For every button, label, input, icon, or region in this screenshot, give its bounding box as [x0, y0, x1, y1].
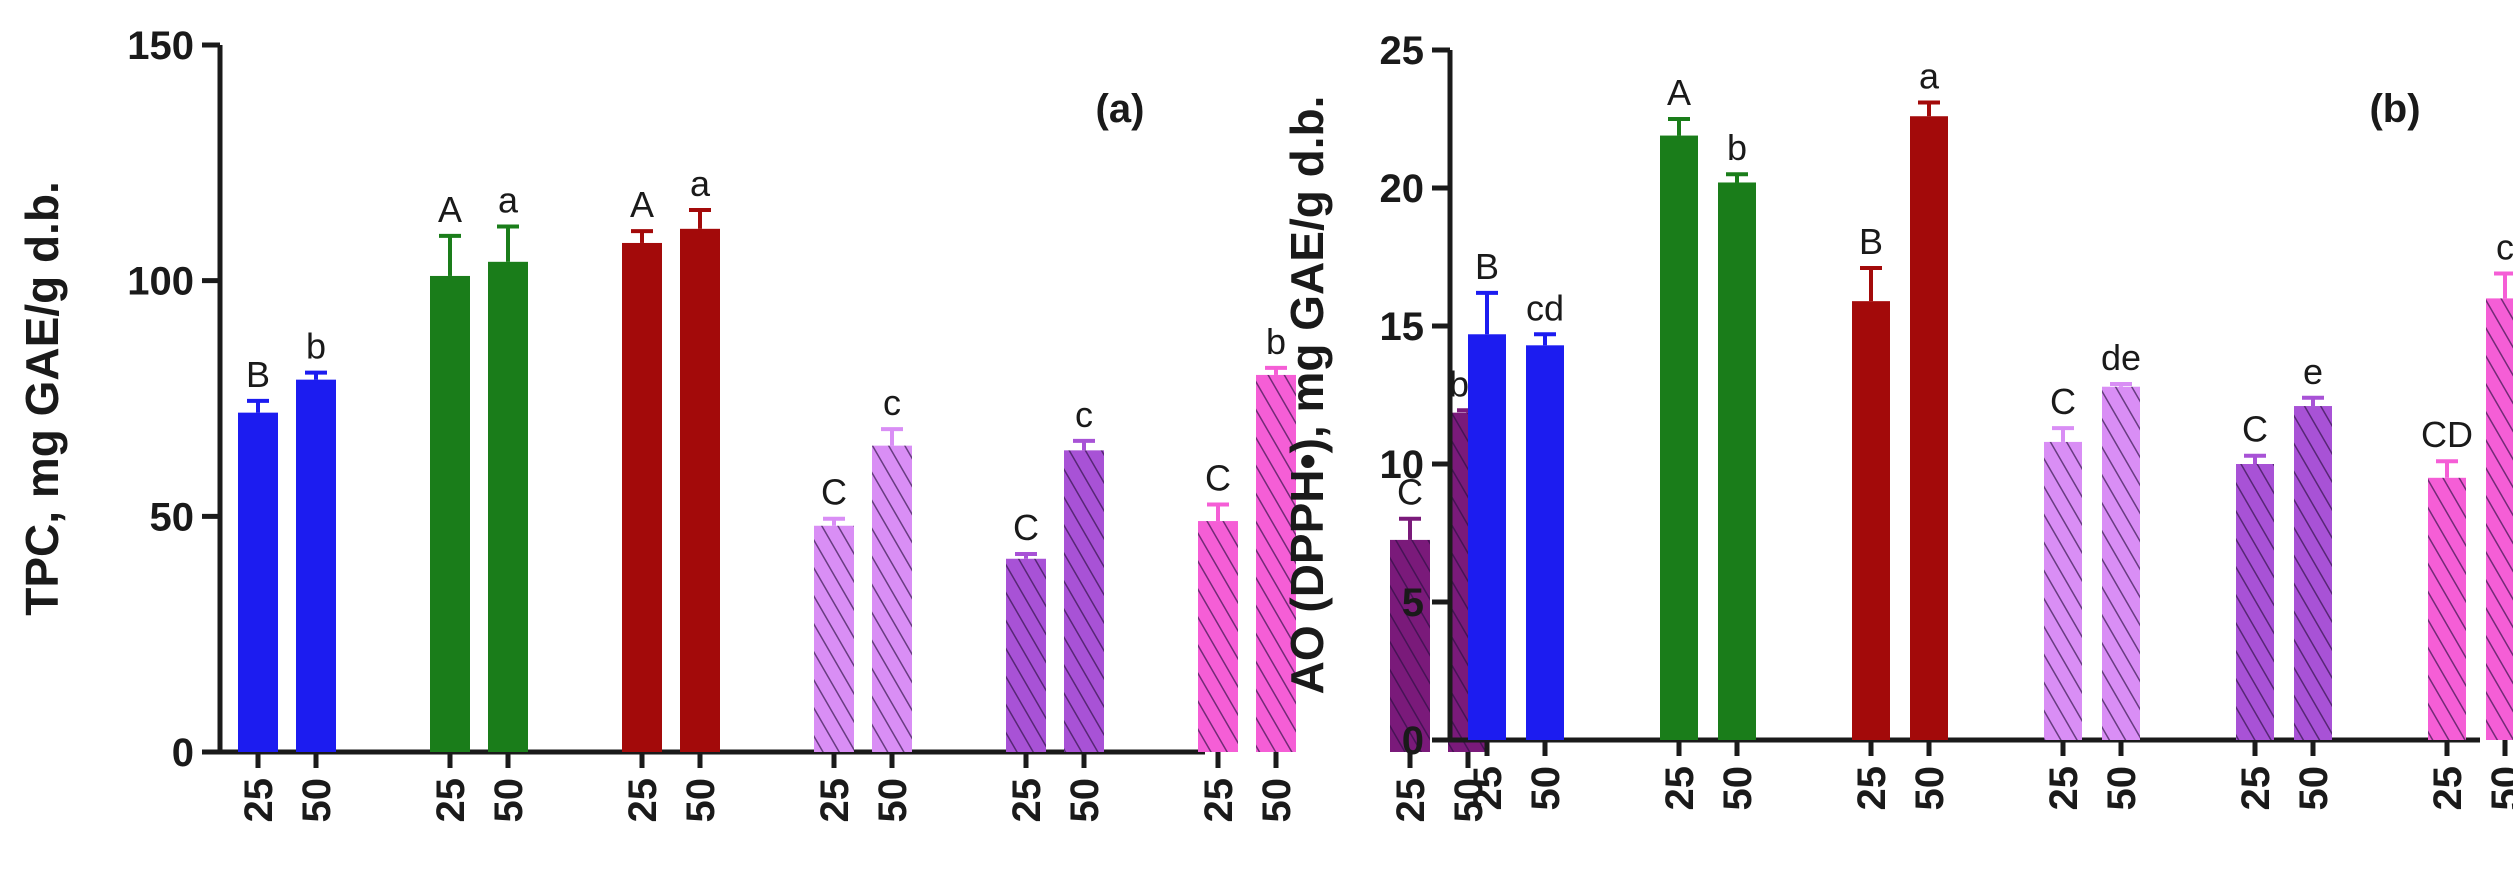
x-tick-label: 25	[237, 778, 281, 823]
bar	[2236, 464, 2274, 740]
x-tick-label: 25	[2042, 766, 2086, 811]
x-tick-label: 25	[1005, 778, 1049, 823]
significance-letter: c	[883, 382, 901, 423]
bar	[1064, 450, 1104, 752]
significance-letter: C	[1397, 472, 1423, 513]
bar	[1390, 539, 1430, 752]
x-tick-label: 25	[1197, 778, 1241, 823]
bar	[1910, 116, 1948, 741]
y-tick-label: 150	[127, 24, 194, 68]
bar	[2428, 477, 2466, 740]
panel-label: (a)	[1096, 87, 1145, 131]
y-tick-label: 10	[1380, 443, 1425, 487]
x-tick-label: 25	[2426, 766, 2470, 811]
bar	[1256, 374, 1296, 752]
x-tick-label: 25	[1850, 766, 1894, 811]
significance-letter: B	[1475, 246, 1499, 287]
bar	[814, 525, 854, 752]
bar	[1718, 182, 1756, 741]
bar	[238, 412, 278, 752]
bar	[1006, 558, 1046, 752]
significance-letter: c	[2496, 227, 2513, 268]
significance-letter: a	[498, 179, 519, 220]
x-tick-label: 25	[429, 778, 473, 823]
bar	[872, 445, 912, 752]
significance-letter: B	[246, 354, 270, 395]
significance-letter: cd	[1526, 287, 1564, 328]
y-tick-label: 20	[1380, 167, 1425, 211]
x-tick-label: 25	[1389, 778, 1433, 823]
x-tick-label: 50	[487, 778, 531, 823]
y-tick-label: 0	[1402, 719, 1424, 763]
significance-letter: b	[1727, 127, 1747, 168]
significance-letter: CD	[2421, 414, 2473, 455]
chart-panel-b: 0 5 10 15 20 25 AO (DPPH•), mg GAE/g d.b. (b) B 2…	[1281, 29, 2513, 811]
x-tick-label: 50	[1716, 766, 1760, 811]
significance-letter: A	[438, 189, 462, 230]
x-tick-label: 25	[2234, 766, 2278, 811]
bar	[430, 275, 470, 752]
significance-letter: C	[2242, 409, 2268, 450]
significance-letter: c	[1075, 394, 1093, 435]
y-tick-label: 100	[127, 260, 194, 304]
significance-letter: e	[2303, 351, 2323, 392]
y-tick-label: 5	[1402, 581, 1424, 625]
panel-label: (b)	[2369, 87, 2420, 131]
x-tick-label: 25	[813, 778, 857, 823]
x-tick-label: 50	[2100, 766, 2144, 811]
significance-letter: a	[690, 163, 711, 204]
bar	[1660, 135, 1698, 740]
x-tick-label: 50	[1255, 778, 1299, 823]
significance-letter: b	[306, 326, 326, 367]
x-tick-label: 50	[2292, 766, 2336, 811]
x-tick-label: 25	[1658, 766, 1702, 811]
x-tick-label: 50	[2484, 766, 2513, 811]
bar	[2294, 406, 2332, 740]
significance-letter: a	[1919, 55, 1940, 96]
bar	[1198, 521, 1238, 752]
x-tick-label: 50	[1447, 778, 1491, 823]
significance-letter: C	[2050, 381, 2076, 422]
y-axis-label: TPC, mg GAE/g d.b.	[16, 181, 68, 615]
bar	[622, 242, 662, 752]
bar	[2044, 441, 2082, 740]
x-tick-label: 50	[1524, 766, 1568, 811]
x-tick-label: 50	[1908, 766, 1952, 811]
bar	[1852, 301, 1890, 740]
significance-letter: A	[1667, 72, 1691, 113]
y-tick-label: 25	[1380, 29, 1425, 73]
significance-letter: b	[1266, 321, 1286, 362]
bar	[1468, 334, 1506, 740]
x-tick-label: 25	[1466, 766, 1510, 811]
bar	[296, 379, 336, 752]
x-tick-label: 25	[621, 778, 665, 823]
x-tick-label: 50	[871, 778, 915, 823]
y-tick-label: 15	[1380, 305, 1425, 349]
x-tick-label: 50	[295, 778, 339, 823]
bar	[680, 228, 720, 752]
y-axis-label: AO (DPPH•), mg GAE/g d.b.	[1281, 96, 1333, 695]
y-tick-label: 0	[172, 731, 194, 775]
significance-letter: de	[2101, 337, 2141, 378]
x-tick-label: 50	[679, 778, 723, 823]
bar	[1526, 345, 1564, 740]
significance-letter: C	[821, 472, 847, 513]
bar	[2486, 298, 2513, 740]
significance-letter: C	[1205, 458, 1231, 499]
significance-letter: B	[1859, 221, 1883, 262]
y-tick-label: 50	[150, 495, 195, 539]
x-tick-label: 50	[1063, 778, 1107, 823]
significance-letter: C	[1013, 507, 1039, 548]
bar	[2102, 386, 2140, 740]
significance-letter: A	[630, 184, 654, 225]
bar	[488, 261, 528, 752]
